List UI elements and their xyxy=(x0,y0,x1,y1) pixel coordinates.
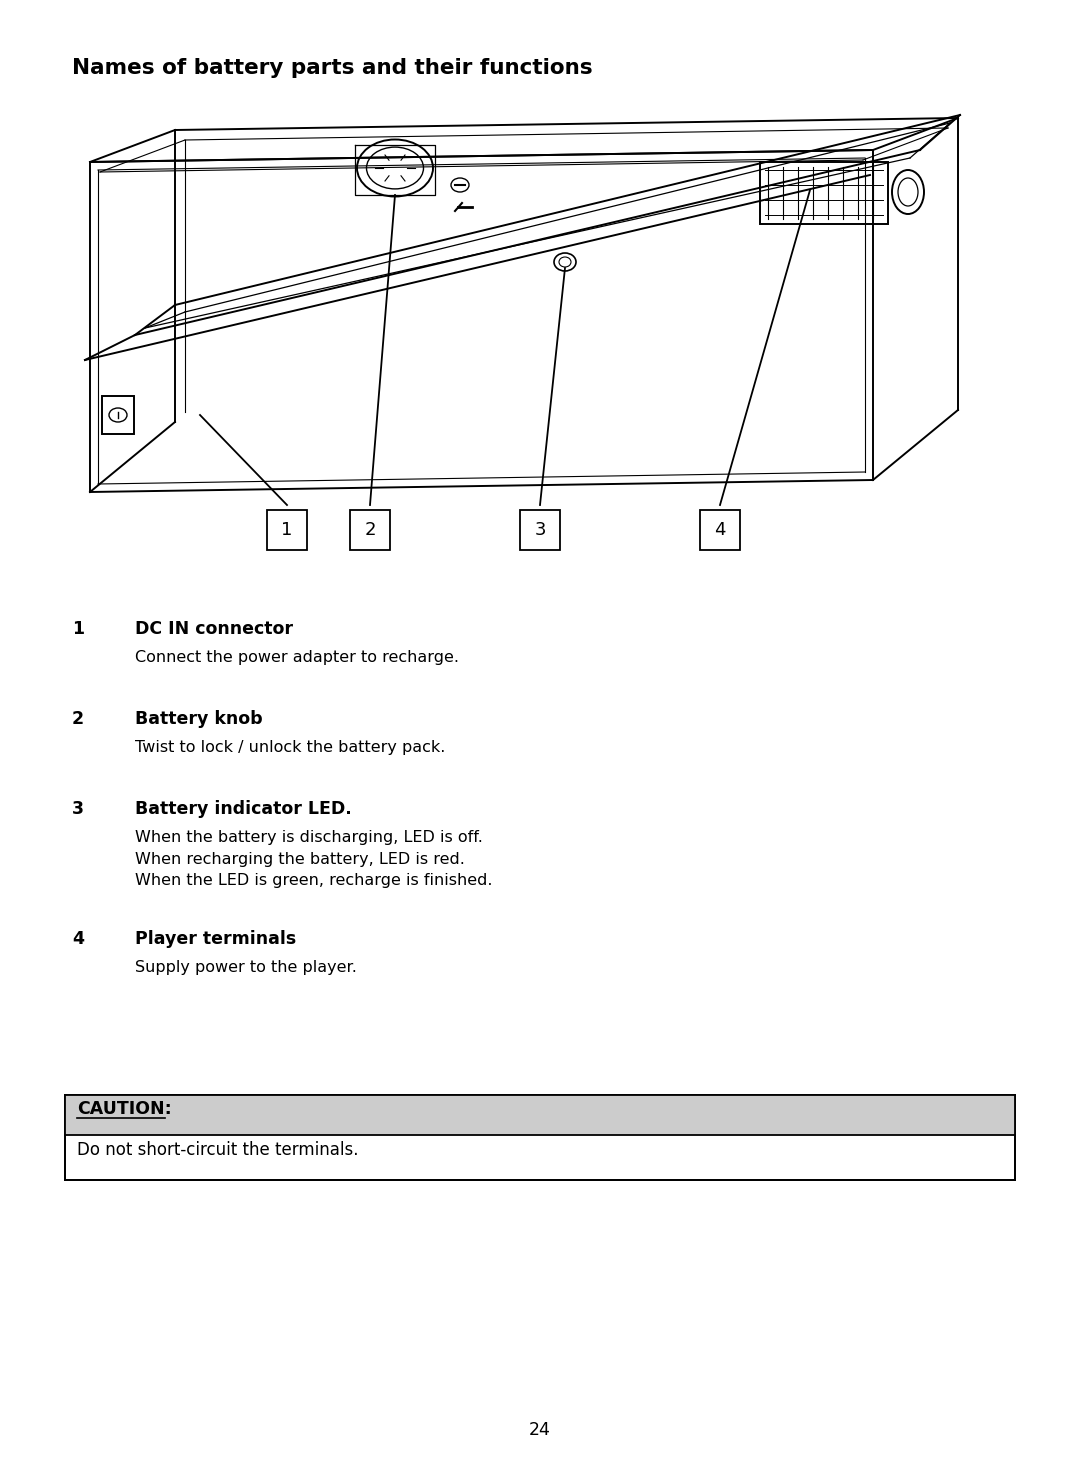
Bar xyxy=(519,510,561,550)
Text: CAUTION:: CAUTION: xyxy=(77,1100,172,1117)
Text: Connect the power adapter to recharge.: Connect the power adapter to recharge. xyxy=(135,650,459,665)
Text: Twist to lock / unlock the battery pack.: Twist to lock / unlock the battery pack. xyxy=(135,740,445,755)
Text: Names of battery parts and their functions: Names of battery parts and their functio… xyxy=(72,58,593,78)
Text: 2: 2 xyxy=(364,522,376,539)
Text: When the battery is discharging, LED is off.
When recharging the battery, LED is: When the battery is discharging, LED is … xyxy=(135,831,492,888)
Text: 4: 4 xyxy=(72,930,84,947)
Bar xyxy=(65,1095,1015,1179)
Bar xyxy=(700,510,740,550)
Bar xyxy=(102,396,134,435)
Text: 1: 1 xyxy=(281,522,293,539)
Text: Player terminals: Player terminals xyxy=(135,930,296,947)
Text: Do not short-circuit the terminals.: Do not short-circuit the terminals. xyxy=(77,1141,359,1159)
Text: Supply power to the player.: Supply power to the player. xyxy=(135,961,356,975)
Text: DC IN connector: DC IN connector xyxy=(135,619,293,638)
Bar xyxy=(760,163,888,225)
Text: 3: 3 xyxy=(72,800,84,817)
Bar xyxy=(65,1095,1015,1135)
Text: 4: 4 xyxy=(714,522,726,539)
Bar xyxy=(267,510,307,550)
Bar xyxy=(350,510,390,550)
Text: 24: 24 xyxy=(529,1420,551,1440)
Text: 1: 1 xyxy=(72,619,84,638)
Text: Battery indicator LED.: Battery indicator LED. xyxy=(135,800,352,817)
Text: Battery knob: Battery knob xyxy=(135,709,262,729)
Text: 2: 2 xyxy=(72,709,84,729)
Text: 3: 3 xyxy=(535,522,545,539)
